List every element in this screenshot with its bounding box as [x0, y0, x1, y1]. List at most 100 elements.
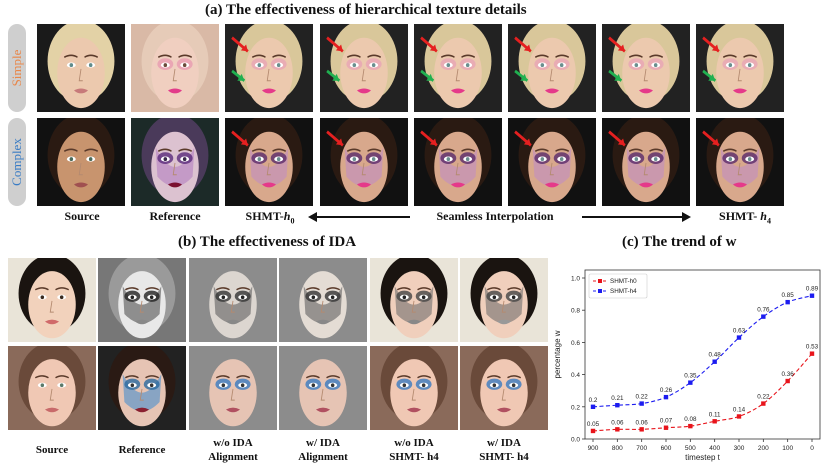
ida-caption-4-line2: Alignment — [298, 451, 348, 463]
x-tick-label-8: 100 — [782, 445, 793, 452]
x-axis-label: timestep t — [685, 453, 720, 462]
series-1-point-8 — [785, 299, 790, 305]
x-tick-label-5: 400 — [709, 445, 720, 452]
series-1-label-6: 0.63 — [733, 328, 746, 335]
plot-frame — [584, 269, 821, 440]
caption-seamless-interpolation: Seamless Interpolation — [436, 209, 554, 223]
x-tick-label-9: 0 — [810, 445, 814, 452]
ida-top-image-5 — [370, 258, 458, 342]
x-tick-label-4: 500 — [685, 445, 696, 452]
series-0-point-1 — [615, 427, 620, 432]
series-0-label-2: 0.06 — [636, 419, 649, 426]
arrow-right-line — [582, 216, 682, 218]
ida-top-image-3 — [189, 258, 277, 342]
caption-shmt-h0-h: h — [283, 209, 291, 223]
series-1-label-2: 0.22 — [636, 394, 649, 401]
ida-caption-5-line2: SHMT- h4 — [389, 451, 439, 463]
arrow-right-head — [682, 212, 691, 222]
simple-image-7 — [602, 24, 690, 112]
ida-top-image-4 — [279, 258, 367, 342]
ida-top-image-6 — [460, 258, 548, 342]
section-a-title: (a) The effectiveness of hierarchical te… — [205, 2, 527, 18]
series-1-point-7 — [761, 314, 766, 319]
complex-image-8 — [696, 118, 784, 206]
series-0-point-2 — [639, 427, 644, 432]
complex-image-1 — [37, 118, 125, 206]
legend-box — [588, 273, 648, 299]
simple-image-2 — [131, 24, 219, 112]
ida-bottom-image-6 — [460, 346, 548, 430]
series-0-point-7 — [761, 401, 766, 406]
caption-shmt-h0-idx: 0 — [290, 216, 295, 226]
ida-caption-3-line2: Alignment — [208, 451, 258, 463]
ida-caption-2-line1: Reference — [118, 444, 166, 456]
series-1-label-9: 0.89 — [806, 286, 819, 293]
series-0-label-7: 0.22 — [757, 394, 770, 401]
series-1-point-0 — [590, 404, 596, 409]
x-tick-label-2: 700 — [636, 445, 647, 452]
series-0-label-4: 0.08 — [684, 416, 697, 423]
series-0-point-6 — [736, 414, 742, 419]
y-tick-label-3: 0.6 — [571, 340, 580, 347]
series-0-point-5 — [712, 419, 717, 424]
row-label-simple: Simple — [9, 49, 24, 87]
ida-caption-6: w/ IDA SHMT- h4 — [460, 436, 548, 464]
series-0-label-5: 0.11 — [709, 411, 721, 418]
series-1-label-1: 0.21 — [611, 395, 624, 402]
x-tick-label-6: 300 — [734, 445, 745, 452]
ida-bottom-image-4 — [279, 346, 367, 430]
complex-image-5 — [414, 118, 502, 206]
ida-caption-3-line1: w/o IDA — [213, 437, 253, 449]
ida-bottom-image-3 — [189, 346, 277, 430]
ida-caption-3: w/o IDA Alignment — [189, 436, 277, 464]
ida-top-image-2 — [98, 258, 186, 342]
y-tick-label-5: 1.0 — [571, 276, 580, 283]
series-1-point-1 — [615, 402, 620, 408]
ida-caption-4-line1: w/ IDA — [306, 437, 340, 449]
series-1-point-5 — [712, 359, 717, 364]
caption-shmt-h4: SHMT- h4 — [700, 209, 790, 225]
legend-marker-1 — [598, 289, 602, 293]
simple-image-4 — [320, 24, 408, 112]
series-0-point-3 — [663, 425, 669, 430]
ida-bottom-image-5 — [370, 346, 458, 430]
x-tick-label-0: 900 — [588, 445, 599, 452]
series-1-label-3: 0.26 — [660, 387, 673, 394]
series-1-point-9 — [809, 293, 815, 298]
y-tick-label-1: 0.2 — [571, 404, 580, 411]
series-0-point-9 — [809, 351, 815, 356]
ida-caption-6-line1: w/ IDA — [487, 437, 521, 449]
ida-caption-5: w/o IDA SHMT- h4 — [370, 436, 458, 464]
caption-shmt-h4-idx: 4 — [766, 216, 771, 226]
series-0-point-8 — [785, 378, 790, 384]
series-line-0 — [592, 353, 813, 432]
simple-image-5 — [414, 24, 502, 112]
series-1-point-6 — [736, 335, 742, 340]
y-tick-label-0: 0.0 — [571, 437, 580, 444]
complex-image-7 — [602, 118, 690, 206]
caption-shmt-h4-h: h — [760, 209, 767, 223]
ida-caption-4: w/ IDA Alignment — [279, 436, 367, 464]
series-1-point-4 — [688, 380, 693, 385]
section-c-title: (c) The trend of w — [622, 234, 737, 250]
ida-caption-1: Source — [8, 443, 96, 457]
series-0-label-6: 0.14 — [733, 406, 746, 413]
y-tick-label-2: 0.4 — [571, 372, 580, 379]
simple-image-8 — [696, 24, 784, 112]
complex-image-4 — [320, 118, 408, 206]
simple-image-1 — [37, 24, 125, 112]
complex-image-2 — [131, 118, 219, 206]
series-1-label-0: 0.2 — [589, 397, 598, 404]
caption-shmt-h0: SHMT-h0 — [228, 209, 312, 225]
series-0-label-9: 0.53 — [806, 344, 819, 351]
series-0-label-1: 0.06 — [611, 419, 624, 426]
series-line-1 — [592, 295, 813, 408]
simple-image-6 — [508, 24, 596, 112]
series-1-point-2 — [639, 401, 644, 406]
series-0-point-0 — [590, 428, 596, 434]
series-0-label-3: 0.07 — [660, 418, 673, 425]
legend-label-0: SHMT-h0 — [610, 278, 637, 285]
series-1-label-7: 0.76 — [757, 307, 770, 314]
x-tick-label-3: 600 — [661, 445, 672, 452]
series-0-label-0: 0.05 — [587, 421, 600, 428]
